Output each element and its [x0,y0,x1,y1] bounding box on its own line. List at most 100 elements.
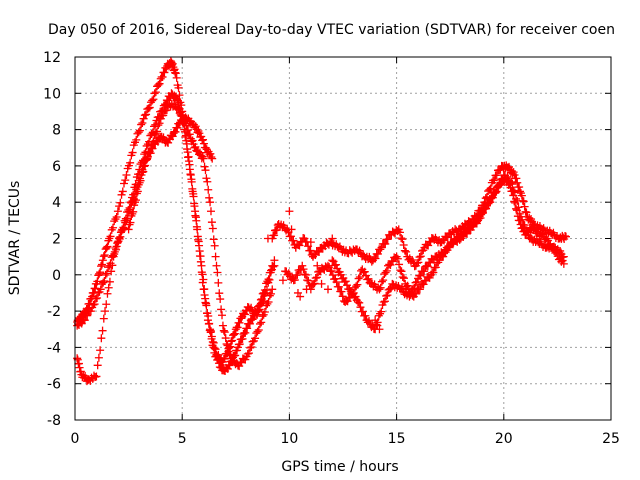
axes: 0 5 10 15 20 25 -8 -6 -4 -2 0 2 4 6 8 10 12 [43,50,620,447]
data-point [291,243,300,252]
data-point [429,268,438,277]
data-point [200,162,209,171]
data-point [289,236,298,245]
series-scatter-islands [263,207,384,334]
data-point [137,120,146,129]
x-tick-label: 25 [602,431,620,447]
data-point [202,301,211,310]
data-point [355,273,364,282]
data-point [512,174,521,183]
data-point [377,277,386,286]
data-point [156,74,165,83]
data-point [104,283,113,292]
data-point [215,289,224,298]
y-tick-label: -4 [47,340,61,356]
data-point [120,179,129,188]
data-point [148,144,157,153]
data-point [202,174,211,183]
data-point [103,289,112,298]
data-point [311,274,320,283]
data-point [241,328,250,337]
data-point [96,346,105,355]
data-point [172,73,181,82]
data-point [172,95,181,104]
data-point [92,372,101,381]
data-point [243,349,252,358]
data-point [287,225,296,234]
y-tick-label: -6 [47,377,61,393]
data-point [328,256,337,265]
data-point [399,274,408,283]
data-point [298,261,307,270]
data-point [523,226,532,235]
data-point [145,103,154,112]
data-point [247,343,256,352]
data-point [90,300,99,309]
data-point [196,257,205,266]
data-point [509,186,518,195]
data-point [492,171,501,180]
data-point [99,252,108,261]
data-point [160,68,169,77]
data-point [198,152,207,161]
data-point [89,300,98,309]
data-point [138,168,147,177]
data-point [243,324,252,333]
data-point [214,278,223,287]
data-point [463,229,472,238]
data-point [293,270,302,279]
y-tick-label: 0 [52,268,61,284]
data-point [222,340,231,349]
data-point [354,274,363,283]
data-point [490,176,499,185]
data-point [197,268,206,277]
data-point [162,106,171,115]
data-point [103,242,112,251]
data-point [381,268,390,277]
data-point [199,139,208,148]
data-point [246,343,255,352]
data-point [155,79,164,88]
data-point [488,193,497,202]
data-point [510,188,519,197]
data-point [516,187,525,196]
y-tick-label: 2 [52,232,61,248]
data-point [416,271,425,280]
data-point [379,276,388,285]
data-point [383,235,392,244]
data-point [113,238,122,247]
data-point [107,267,116,276]
data-point [258,312,267,321]
data-point [445,242,454,251]
data-point [270,231,279,240]
data-point [190,202,199,211]
data-point [151,129,160,138]
data-point [397,234,406,243]
data-point [206,198,215,207]
data-point [412,277,421,286]
y-tick-label: 12 [43,50,61,66]
data-point [514,203,523,212]
data-point [492,187,501,196]
data-point [132,135,141,144]
data-point [194,235,203,244]
data-point [225,361,234,370]
data-point [559,259,568,268]
data-point [431,263,440,272]
data-point [341,277,350,286]
data-point [101,307,110,316]
data-point [411,278,420,287]
data-point [253,327,262,336]
x-tick-label: 20 [495,431,513,447]
data-point [443,246,452,255]
data-point [361,311,370,320]
data-point [381,239,390,248]
data-point [192,216,201,225]
x-axis-label: GPS time / hours [281,459,398,475]
data-point [139,114,148,123]
data-point [142,156,151,165]
data-point [99,314,108,323]
data-point [116,232,125,241]
data-point [201,166,210,175]
data-point [520,221,529,230]
